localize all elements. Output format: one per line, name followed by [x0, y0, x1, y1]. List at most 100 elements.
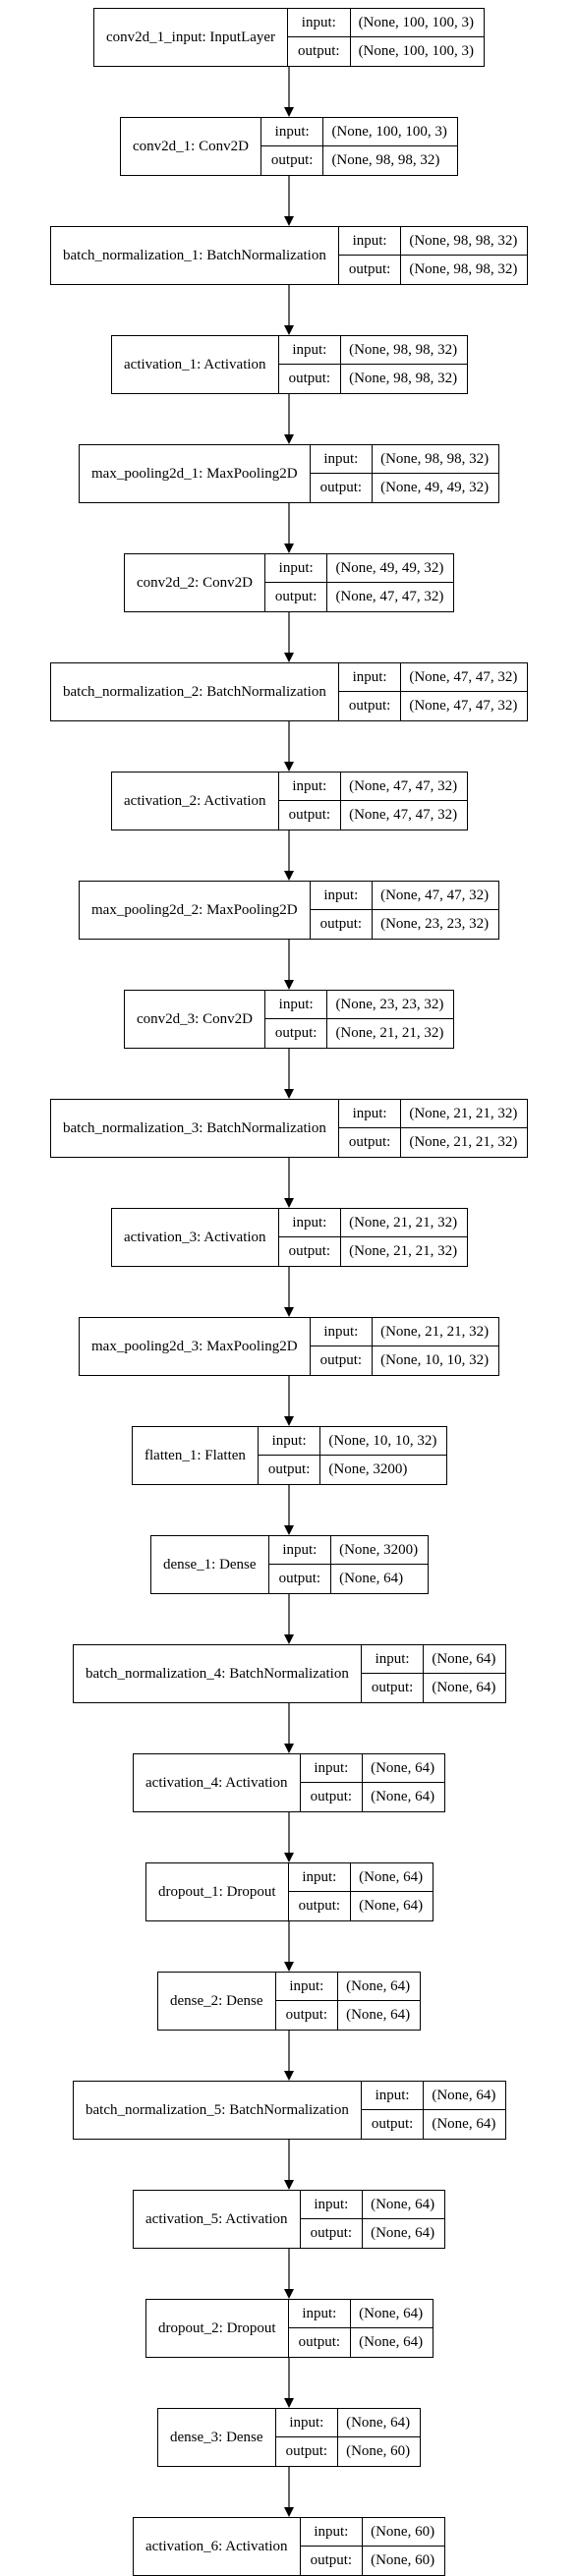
input-label: input:	[310, 445, 374, 474]
layer-node: flatten_1: Flatten input: (None, 10, 10, 3…	[132, 1426, 448, 1485]
input-shape: (None, 64)	[351, 2300, 434, 2328]
layer-node: dense_1: Dense input: (None, 3200) output: (…	[150, 1535, 430, 1594]
output-label: output:	[362, 1674, 425, 1702]
input-label: input:	[300, 1754, 364, 1783]
output-shape: (None, 21, 21, 32)	[335, 1025, 444, 1041]
arrow-head	[284, 653, 294, 662]
arrow-head	[284, 1853, 294, 1862]
input-label: input:	[288, 9, 351, 37]
arrow-head	[284, 1744, 294, 1753]
layer-node: conv2d_3: Conv2D input: (None, 23, 23, 32)…	[124, 990, 455, 1049]
arrow-head	[284, 1416, 294, 1426]
layer-name: batch_normalization_3: BatchNormalizatio…	[51, 1100, 339, 1157]
output-label: output:	[265, 1019, 328, 1048]
layer-io: input: (None, 21, 21, 32) output: (None, 21…	[278, 1209, 468, 1266]
input-label: input:	[258, 1427, 321, 1456]
output-label: output:	[339, 692, 402, 720]
input-label: input:	[300, 2518, 364, 2547]
layer-io: input: (None, 60) output: (None, 60)	[300, 2518, 445, 2575]
output-shape: (None, 64)	[371, 2225, 435, 2241]
layer-node: activation_1: Activation input: (None, 98,…	[111, 335, 469, 394]
input-label: input:	[275, 2409, 339, 2437]
layer-node: activation_5: Activation input: (None, 64)…	[133, 2190, 446, 2249]
output-label: output:	[311, 910, 374, 939]
input-shape: (None, 3200)	[331, 1536, 429, 1565]
input-label: input:	[300, 2191, 364, 2219]
output-label: output:	[276, 2001, 339, 2030]
input-shape: (None, 100, 100, 3)	[350, 9, 485, 37]
output-shape: (None, 10, 10, 32)	[380, 1352, 490, 1368]
input-shape: (None, 47, 47, 32)	[401, 663, 528, 692]
arrow-head	[284, 2180, 294, 2190]
layer-io: input: (None, 64) output: (None, 64)	[288, 2300, 434, 2357]
input-label: input:	[275, 1973, 339, 2001]
output-shape: (None, 60)	[371, 2552, 435, 2568]
input-shape: (None, 98, 98, 32)	[401, 227, 528, 256]
output-shape: (None, 64)	[339, 1571, 404, 1586]
layer-io: input: (None, 64) output: (None, 64)	[300, 1754, 445, 1811]
output-shape: (None, 64)	[432, 1680, 496, 1695]
arrow-head	[284, 216, 294, 226]
output-shape: (None, 64)	[346, 2007, 411, 2023]
layer-io: input: (None, 47, 47, 32) output: (None, 23…	[310, 882, 499, 939]
layer-io: input: (None, 3200) output: (None, 64)	[268, 1536, 429, 1593]
layer-name: dense_1: Dense	[151, 1536, 269, 1593]
input-label: input:	[338, 227, 402, 256]
input-label: input:	[310, 1318, 374, 1346]
layer-io: input: (None, 49, 49, 32) output: (None, 47…	[264, 554, 454, 611]
layer-io: input: (None, 100, 100, 3) output: (None, 9…	[260, 118, 457, 175]
input-shape: (None, 64)	[338, 1973, 421, 2001]
input-shape: (None, 64)	[363, 2191, 445, 2219]
layer-name: dense_3: Dense	[158, 2409, 276, 2466]
output-label: output:	[301, 2219, 364, 2248]
input-shape: (None, 49, 49, 32)	[327, 554, 454, 583]
output-label: output:	[301, 2547, 364, 2575]
output-label: output:	[269, 1565, 332, 1593]
input-label: input:	[288, 1863, 352, 1892]
arrow-head	[284, 544, 294, 553]
layer-io: input: (None, 64) output: (None, 64)	[275, 1973, 421, 2030]
layer-node: dense_3: Dense input: (None, 64) output: (No…	[157, 2408, 422, 2467]
input-shape: (None, 47, 47, 32)	[373, 882, 499, 910]
arrow-head	[284, 1634, 294, 1644]
arrow-head	[284, 980, 294, 990]
output-shape: (None, 47, 47, 32)	[335, 589, 444, 604]
input-shape: (None, 100, 100, 3)	[323, 118, 457, 146]
input-shape: (None, 23, 23, 32)	[327, 991, 454, 1019]
layer-io: input: (None, 100, 100, 3) output: (None, 1…	[288, 9, 485, 66]
input-label: input:	[361, 2082, 425, 2110]
input-shape: (None, 21, 21, 32)	[401, 1100, 528, 1128]
output-shape: (None, 47, 47, 32)	[409, 698, 518, 714]
output-shape: (None, 23, 23, 32)	[380, 916, 490, 932]
output-label: output:	[339, 256, 402, 284]
layer-name: conv2d_2: Conv2D	[125, 554, 265, 611]
input-shape: (None, 64)	[424, 2082, 506, 2110]
input-label: input:	[278, 1209, 342, 1237]
output-label: output:	[289, 2328, 352, 2357]
layer-name: batch_normalization_5: BatchNormalizatio…	[74, 2082, 362, 2139]
layer-io: input: (None, 10, 10, 32) output: (None, 32…	[258, 1427, 447, 1484]
input-shape: (None, 98, 98, 32)	[373, 445, 499, 474]
layer-node: conv2d_2: Conv2D input: (None, 49, 49, 32)…	[124, 553, 455, 612]
output-label: output:	[288, 37, 351, 66]
output-label: output:	[289, 1892, 352, 1920]
output-label: output:	[301, 1783, 364, 1811]
output-shape: (None, 98, 98, 32)	[331, 152, 440, 168]
arrow-head	[284, 762, 294, 772]
output-label: output:	[259, 1456, 321, 1484]
arrow-head	[284, 871, 294, 881]
output-label: output:	[276, 2437, 339, 2466]
output-shape: (None, 98, 98, 32)	[409, 261, 518, 277]
layer-node: max_pooling2d_1: MaxPooling2D input: (None…	[79, 444, 500, 503]
arrow-head	[284, 2507, 294, 2517]
layer-node: batch_normalization_2: BatchNormalizatio…	[50, 662, 529, 721]
layer-name: activation_4: Activation	[134, 1754, 301, 1811]
input-shape: (None, 98, 98, 32)	[341, 336, 468, 365]
layer-io: input: (None, 98, 98, 32) output: (None, 98…	[338, 227, 528, 284]
layer-node: max_pooling2d_3: MaxPooling2D input: (None…	[79, 1317, 500, 1376]
input-label: input:	[361, 1645, 425, 1674]
input-shape: (None, 64)	[424, 1645, 506, 1674]
layer-node: dropout_1: Dropout input: (None, 64) output…	[145, 1862, 434, 1921]
layer-io: input: (None, 47, 47, 32) output: (None, 47…	[338, 663, 528, 720]
